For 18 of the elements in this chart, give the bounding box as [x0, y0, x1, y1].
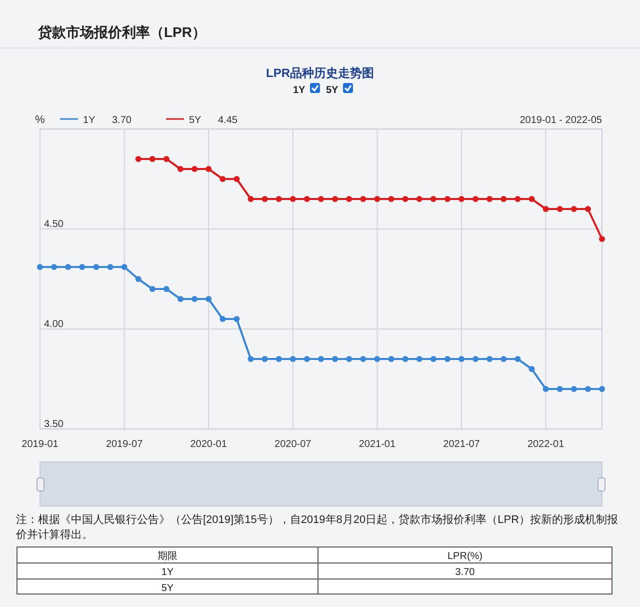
x-tick-label: 2020-07: [274, 439, 312, 450]
y-axis-title: %: [35, 114, 45, 126]
x-tick-label: 2021-07: [443, 439, 480, 450]
x-tick-label: 2021-01: [358, 439, 396, 450]
legend-label: 1Y: [83, 115, 96, 126]
text: 2019-01 - 2022-05: [520, 115, 602, 126]
legend-label: 5Y: [189, 115, 202, 126]
x-tick-label: 2019-01: [22, 439, 59, 450]
y-tick-label: 4.00: [44, 319, 64, 330]
x-tick-label: 2022-01: [527, 439, 565, 450]
y-tick-label: 3.50: [44, 419, 64, 430]
chart-subtitle: LPR品种历史走势图: [266, 66, 374, 80]
x-tick-label: 2020-01: [190, 439, 228, 450]
y-tick-label: 4.50: [44, 219, 64, 230]
text: 注：根据《中国人民银行公告》（公告[2019]第15号），自2019年8月20日起，贷款市场报价利率（LPR）按新的形成机制报价并计算得出。: [16, 513, 620, 543]
chart-title: 贷款市场报价利率（LPR）: [37, 24, 206, 40]
x-tick-label: 2019-07: [106, 439, 144, 450]
table: 期限 LPR(%) 1Y 3.70 5Y: [16, 546, 612, 594]
